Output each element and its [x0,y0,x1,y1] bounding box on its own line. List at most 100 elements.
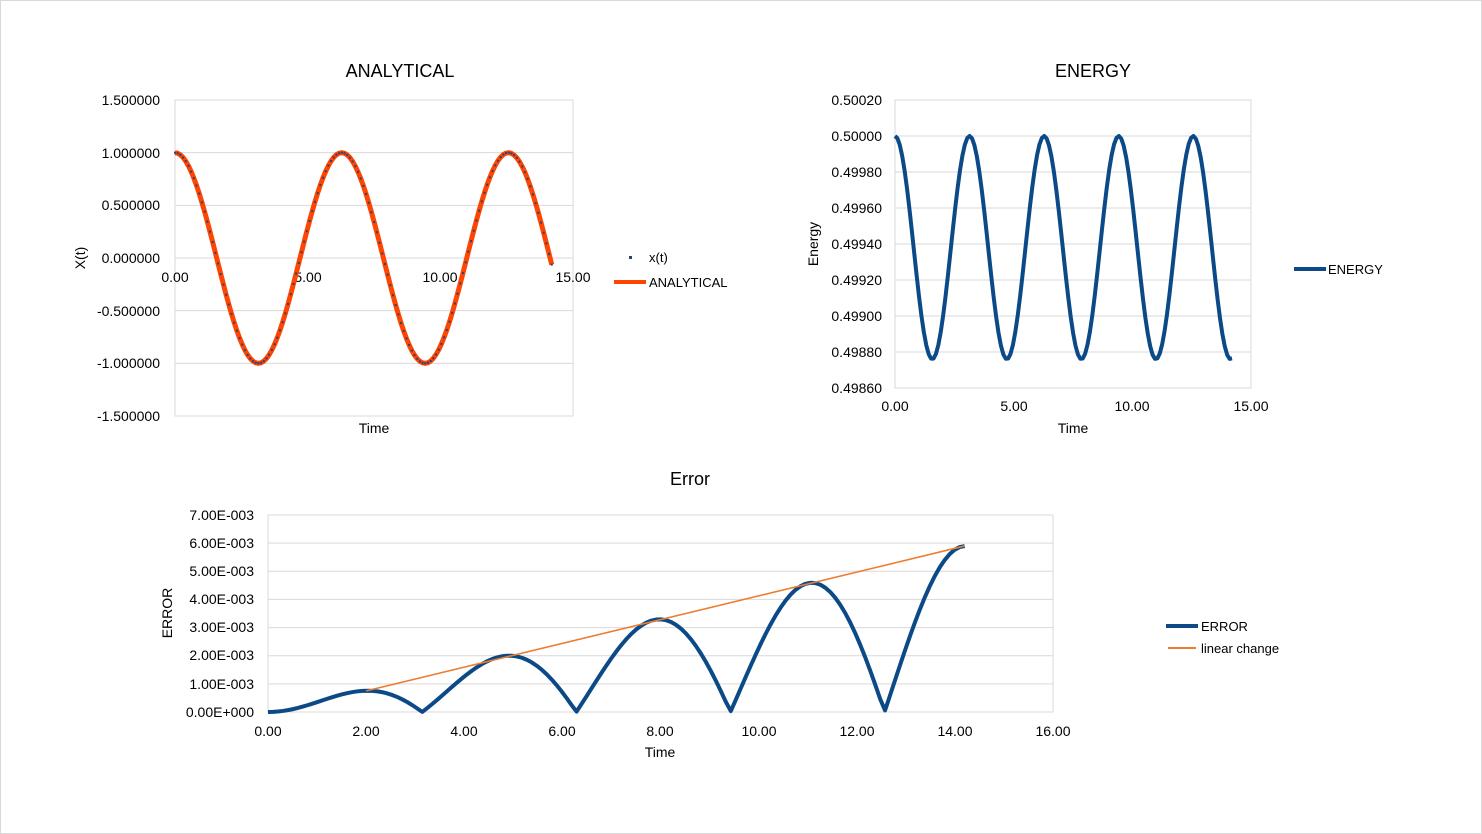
y-tick-label: 0.49880 [831,344,882,360]
series-point-xt [227,303,230,306]
series-point-xt [303,240,306,243]
series-point-xt [550,263,553,266]
legend-label-linear-change: linear change [1201,641,1279,656]
series-point-xt [316,192,319,195]
series-point-xt [502,153,505,156]
series-point-xt [499,156,502,159]
series-point-xt [330,160,333,162]
series-point-xt [394,304,397,307]
analytical-chart: ANALYTICAL 1.500000 1.000000 0.500000 0.… [72,61,728,436]
series-point-xt [292,283,295,286]
y-tick-label: 0.49860 [831,380,882,396]
y-tick-label: 0.50020 [831,92,882,108]
series-point-xt [389,284,392,287]
series-point-xt [338,152,341,155]
y-tick-label: 0.000000 [102,250,161,266]
y-tick-label: -1.500000 [97,408,160,424]
x-tick-label: 15.00 [1233,398,1268,414]
x-tick-label: 0.00 [161,269,188,285]
series-point-xt [386,273,389,276]
series-point-xt [249,357,252,360]
series-point-xt [327,164,330,167]
x-tick-label: 0.00 [254,723,281,739]
x-tick-label: 10.00 [1114,398,1149,414]
error-x-axis-label: Time [645,744,676,760]
series-point-xt [206,220,209,223]
error-gridlines [268,542,1053,685]
y-tick-label: 5.00E-003 [189,563,254,579]
y-tick-label: 0.49900 [831,308,882,324]
series-point-xt [225,293,228,296]
series-point-xt [513,154,516,157]
series-point-xt [252,360,255,363]
energy-series [893,134,1233,361]
series-point-xt [378,241,381,244]
series-point-xt [362,184,365,187]
series-point-xt [391,294,394,297]
series-point-xt [542,231,545,234]
legend-label-energy: ENERGY [1328,262,1383,277]
series-point-xt [472,229,475,232]
y-tick-label: 0.49980 [831,164,882,180]
series-point-xt [526,177,529,180]
series-point-xt [540,221,543,224]
series-point-xt [219,273,222,276]
energy-y-ticks: 0.50020 0.50000 0.49980 0.49960 0.49940 … [831,92,882,396]
series-point-xt [357,170,359,173]
series-point-xt [488,176,491,179]
y-tick-label: 1.00E-003 [189,676,254,692]
series-point-xt [187,164,190,167]
analytical-gridlines [175,152,573,364]
series-point-xt [284,312,287,315]
series-point-xt [203,210,206,213]
series-point-xt [405,337,408,340]
series-point-xt [521,165,524,168]
y-tick-label: 0.49920 [831,272,882,288]
y-tick-label: -0.500000 [97,303,160,319]
series-point-xt [311,210,314,213]
series-point-xt [445,328,448,331]
series-point-xt [494,164,497,167]
series-point-xt [426,361,429,364]
series-point-xt [222,283,225,286]
error-plot-area [267,514,1054,713]
series-point-xt [381,252,384,255]
series-line-energy [893,134,1233,361]
series-point-xt [518,160,521,163]
y-tick-label: 7.00E-003 [189,507,254,523]
error-chart: Error 7.00E-003 6.00E-003 5.00E-003 4.00… [159,469,1279,760]
series-point-xt [507,151,510,154]
series-point-xt [270,348,273,351]
series-point-xt [467,250,470,253]
series-point-xt [214,251,217,254]
series-point-xt [257,362,260,365]
energy-y-axis-label: Energy [805,222,821,266]
y-tick-label: 1.000000 [102,145,161,161]
series-point-xt [486,183,489,186]
series-point-xt [435,353,438,356]
series-point-xt [217,262,220,265]
series-point-xt [359,177,362,180]
series-point-xt [496,159,499,162]
series-point-xt [548,252,551,255]
x-tick-label: 8.00 [646,723,673,739]
analytical-title: ANALYTICAL [346,61,455,81]
series-point-xt [174,151,176,154]
series-point-xt [322,176,325,179]
series-point-xt [241,343,244,346]
series-point-xt [402,330,405,333]
x-tick-label: 15.00 [555,269,590,285]
series-point-xt [529,185,532,188]
x-tick-label: 4.00 [450,723,477,739]
energy-x-ticks: 0.00 5.00 10.00 15.00 [881,398,1268,414]
series-point-xt [421,361,424,364]
analytical-y-axis-label: X(t) [72,247,88,270]
series-point-xt [531,193,534,196]
series-point-xt [418,360,421,363]
x-tick-label: 12.00 [839,723,874,739]
x-tick-label: 10.00 [741,723,776,739]
series-point-xt [545,242,548,245]
series-point-xt [335,153,338,156]
series-point-xt [230,312,233,315]
series-point-xt [276,336,279,339]
